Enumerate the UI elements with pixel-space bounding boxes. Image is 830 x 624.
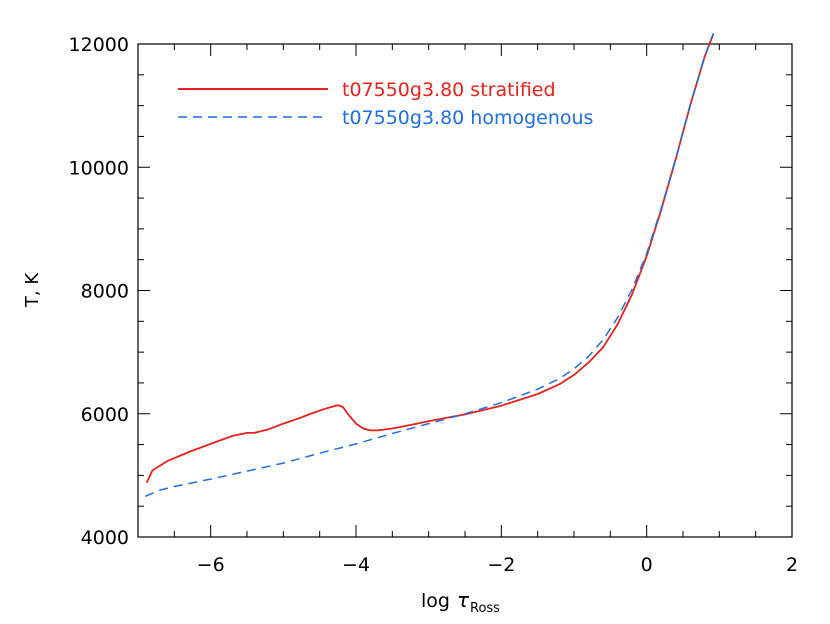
y-tick-label: 8000 [81,281,129,303]
x-tick-label: −2 [487,554,515,576]
axis-ticks [137,43,793,538]
legend-label-homogenous: t07550g3.80 homogenous [342,107,593,129]
x-axis-label-subscript: Ross [470,601,500,616]
y-tick-label: 6000 [81,404,129,426]
x-tick-label: 2 [786,554,798,576]
y-axis-label: T, K [22,272,43,308]
x-axis-label-log: log [421,590,450,612]
y-tick-label: 10000 [69,157,129,179]
tick-labels: −6 −4 −2 0 2 4000 6000 8000 10000 12000 [69,34,799,576]
x-tick-label: −4 [342,554,370,576]
x-tick-label: 0 [641,554,653,576]
series-layer [145,33,715,497]
x-tick-label: −6 [197,554,225,576]
y-tick-label: 12000 [69,34,129,56]
x-axis-label: log τ Ross [421,588,500,616]
x-axis-label-tau: τ [457,588,470,612]
series-line-1 [145,33,715,497]
y-tick-label: 4000 [81,527,129,549]
series-line-0 [145,33,715,484]
legend-label-stratified: t07550g3.80 stratified [342,79,556,101]
legend: t07550g3.80 stratified t07550g3.80 homog… [178,79,593,129]
